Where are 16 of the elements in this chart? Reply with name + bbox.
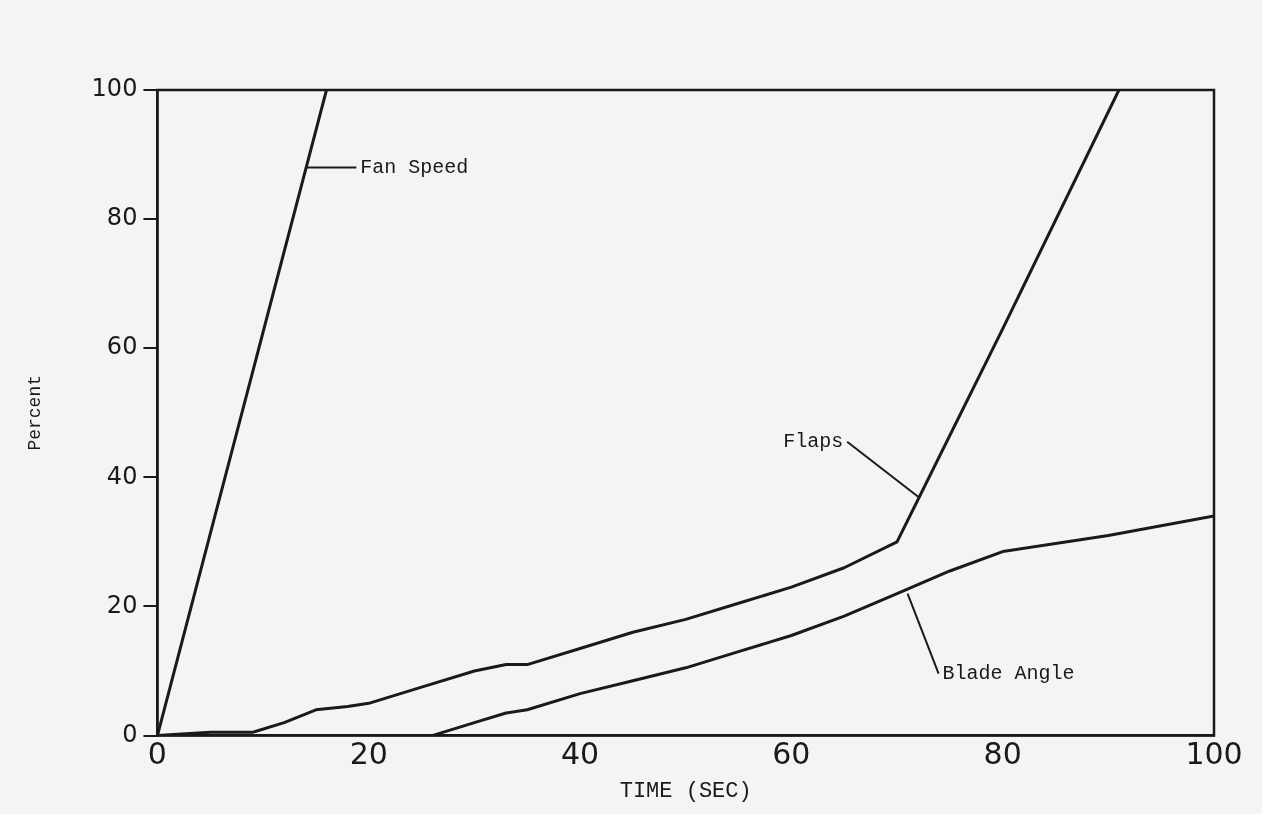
y-tick-label: 40 [106,461,138,490]
x-tick-label: 0 [147,736,167,772]
y-tick-label: 100 [91,74,138,103]
y-tick-label: 60 [106,332,138,361]
x-tick-label: 100 [1185,736,1243,772]
x-tick-label: 80 [983,736,1022,772]
y-tick-label: 80 [106,203,138,232]
x-tick-label: 40 [560,736,600,772]
y-tick-label: 20 [106,590,138,619]
x-tick-label: 20 [349,736,388,772]
y-axis-title: Percent [24,374,45,451]
annotation: Flaps [783,430,844,454]
x-axis-title: TIME (SEC) [619,778,752,804]
x-tick-label: 60 [772,736,811,772]
annotation: Fan Speed [360,155,469,179]
annotation: Blade Angle [942,661,1075,685]
